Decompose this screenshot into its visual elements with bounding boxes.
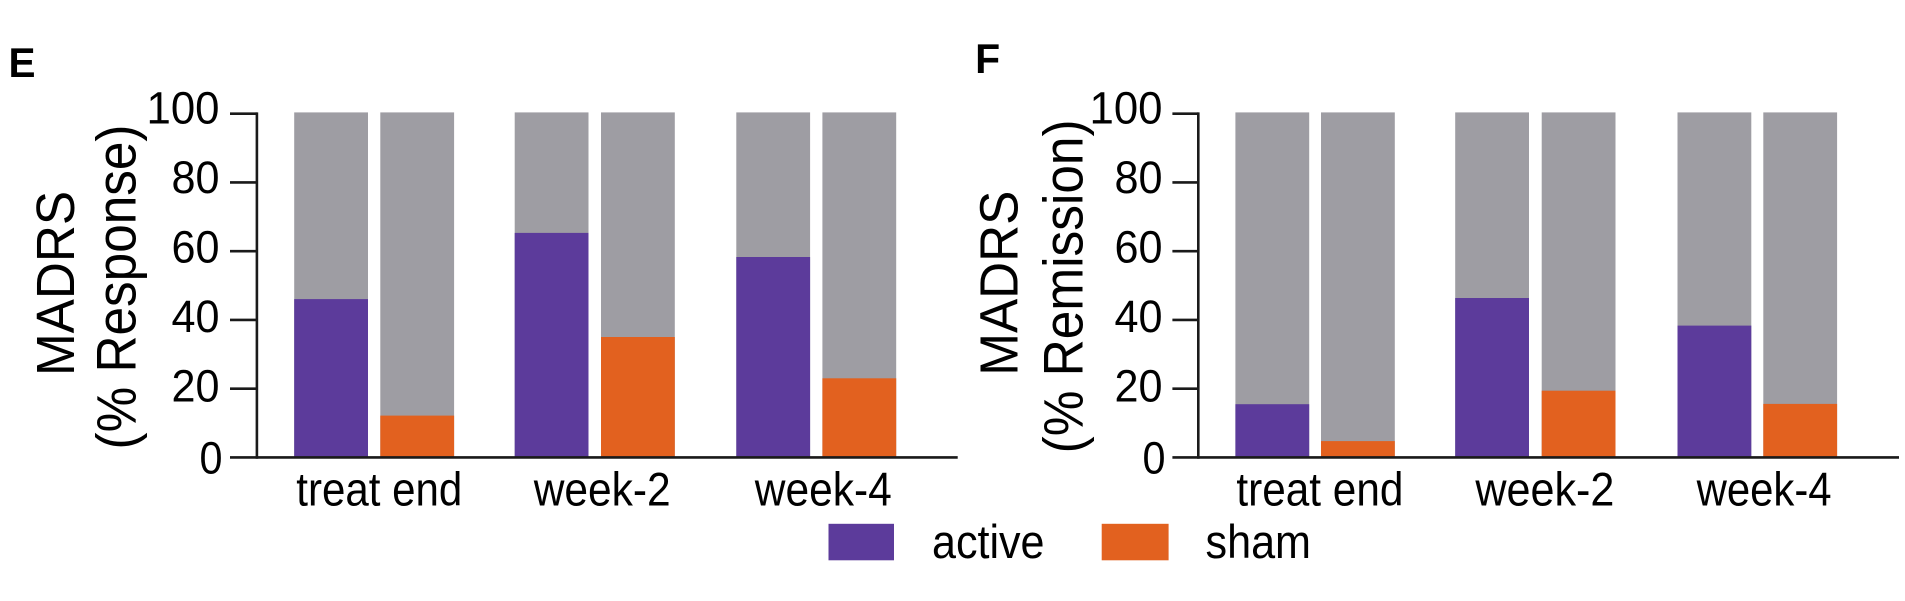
svg-text:0: 0: [1143, 433, 1166, 484]
svg-text:100: 100: [1090, 83, 1163, 134]
svg-text:(% Remission): (% Remission): [1032, 119, 1095, 453]
svg-text:20: 20: [172, 360, 220, 411]
svg-text:MADRS: MADRS: [970, 191, 1030, 376]
svg-text:40: 40: [172, 291, 220, 342]
svg-text:60: 60: [1115, 221, 1163, 272]
svg-text:40: 40: [1115, 291, 1163, 342]
svg-text:treat end: treat end: [296, 463, 462, 516]
svg-text:20: 20: [1115, 360, 1163, 411]
svg-text:80: 80: [172, 152, 220, 203]
svg-text:week-4: week-4: [1696, 463, 1832, 516]
svg-text:week-4: week-4: [754, 463, 892, 516]
svg-text:active: active: [932, 515, 1045, 568]
svg-text:MADRS: MADRS: [26, 191, 86, 376]
svg-text:treat end: treat end: [1236, 463, 1403, 516]
svg-text:100: 100: [147, 83, 220, 134]
svg-text:F: F: [975, 35, 1000, 82]
svg-text:0: 0: [200, 433, 223, 484]
svg-text:week-2: week-2: [1474, 463, 1614, 516]
svg-text:E: E: [9, 39, 36, 86]
svg-text:80: 80: [1115, 152, 1163, 203]
svg-text:sham: sham: [1206, 515, 1312, 568]
svg-text:(% Response): (% Response): [85, 125, 148, 450]
svg-text:week-2: week-2: [533, 463, 671, 516]
svg-text:60: 60: [172, 221, 220, 272]
